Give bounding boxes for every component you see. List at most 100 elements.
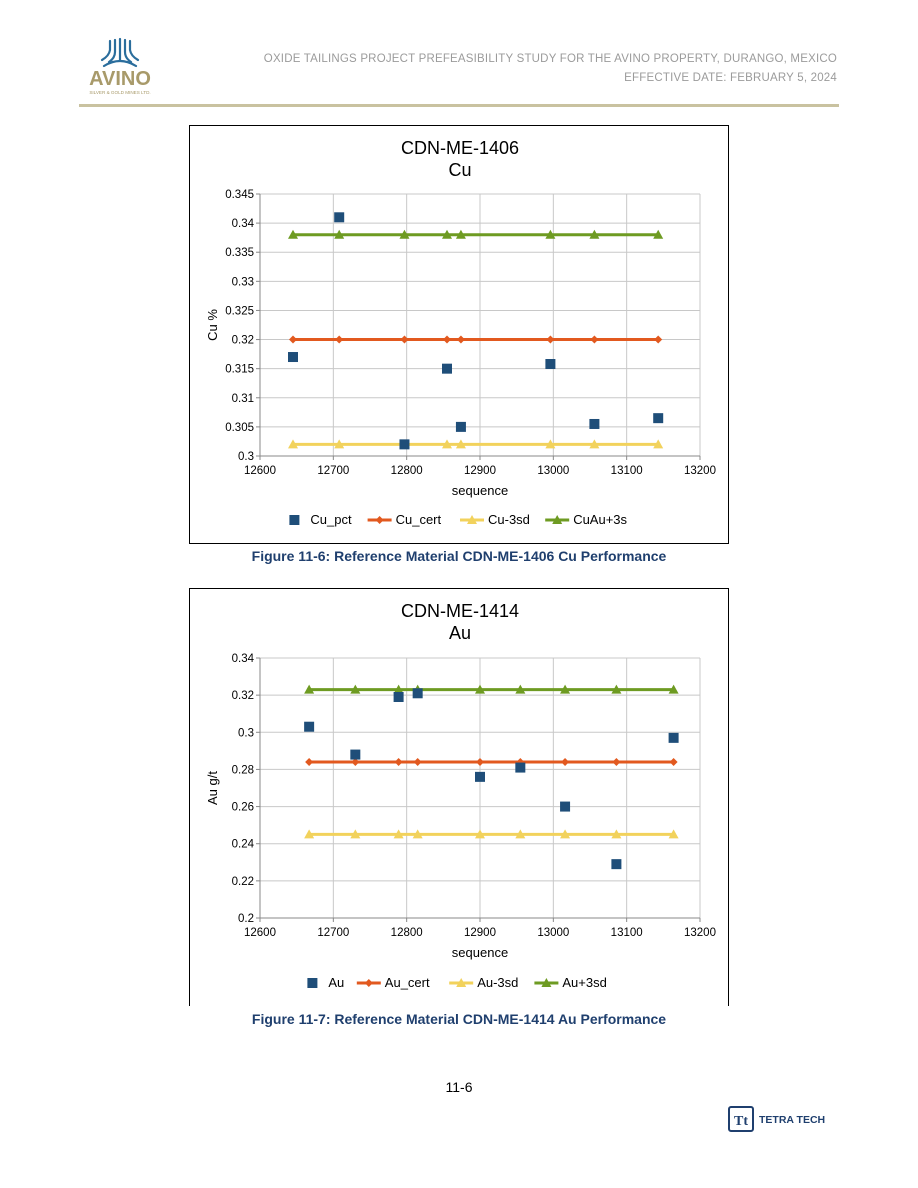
au-series-au-3sd-point	[668, 684, 679, 694]
legend-swatch-marker	[467, 515, 477, 524]
x-tick-label: 12700	[317, 465, 349, 477]
legend-item: Au+3sd	[534, 975, 607, 990]
avino-logo: AVINO SILVER & GOLD MINES LTD.	[89, 37, 151, 95]
y-tick-label: 0.32	[232, 335, 254, 347]
logo-text: AVINO	[89, 68, 151, 90]
header-title: OXIDE TAILINGS PROJECT PREFEASIBILITY ST…	[263, 53, 837, 65]
y-tick-label: 0.28	[232, 764, 254, 776]
chart-subtitle: Cu	[448, 160, 471, 180]
y-tick-label: 0.315	[225, 364, 254, 376]
au-series-au-3sd-point	[560, 829, 571, 839]
au-series-au-3sd-point	[393, 829, 404, 839]
au-series-au-cert-point	[305, 758, 314, 766]
figure-caption-cu: Figure 11-6: Reference Material CDN-ME-1…	[251, 548, 667, 564]
au-series-au-3sd-point	[304, 829, 315, 839]
cu-series-cu-cert-point	[546, 335, 555, 344]
au-series-au-point	[668, 732, 679, 743]
cu-series-cu-3sd-point	[653, 439, 664, 449]
chart-title: CDN-ME-1414	[401, 601, 519, 621]
legend-swatch-marker	[456, 978, 467, 987]
au-series-au-3sd-point	[393, 684, 404, 694]
x-axis-title: sequence	[452, 945, 508, 960]
x-tick-label: 13200	[684, 927, 716, 939]
tetra-tech-mark-icon	[728, 1106, 754, 1132]
cu-series-cuau-3s-point	[442, 229, 452, 239]
tetra-tech-mark-text: Tt	[734, 1114, 748, 1129]
cu-series-cu-cert-point	[400, 335, 409, 344]
au-series-au-3sd-point	[560, 684, 571, 694]
legend-item: Au-3sd	[449, 975, 518, 990]
cu-series-cuau-3s-point	[399, 229, 410, 239]
legend-swatch-marker	[552, 515, 563, 524]
y-tick-label: 0.31	[232, 393, 254, 405]
chart-cu-container: CDN-ME-1406 Cu 0.3 0.305 0.31 0.315 0.32 0.325 0…	[189, 125, 729, 544]
figure-caption-au: Figure 11-7: Reference Material CDN-ME-1…	[251, 1011, 667, 1027]
au-series-au-cert-point	[669, 758, 678, 766]
legend-label: CuAu+3s	[573, 512, 627, 527]
x-tick-label: 13000	[537, 927, 569, 939]
legend-label: Au-3sd	[477, 975, 518, 990]
au-series-au-point	[560, 801, 571, 812]
chart-title: CDN-ME-1406	[401, 138, 519, 158]
y-tick-label: 0.24	[232, 839, 255, 851]
y-tick-label: 0.32	[232, 690, 254, 702]
au-series-au-3sd-point	[515, 684, 526, 694]
header-divider	[79, 104, 839, 107]
au-series-au-3sd-point	[412, 829, 423, 839]
au-series-au-cert-point	[351, 758, 360, 766]
y-tick-label: 0.3	[238, 727, 254, 739]
y-tick-label: 0.305	[225, 422, 254, 434]
legend-item: Cu-3sd	[460, 512, 530, 527]
y-tick-label: 0.34	[232, 218, 255, 230]
legend-label: Au+3sd	[562, 975, 606, 990]
au-series-au-cert-point	[476, 758, 484, 766]
au-series-au-cert-point	[561, 758, 570, 766]
cu-series-cu-3sd-point	[545, 439, 556, 449]
cu-series-cuau-3s-point	[589, 229, 600, 239]
legend-swatch-marker	[375, 516, 384, 524]
legend-item: Au_cert	[356, 975, 430, 990]
x-tick-label: 13100	[611, 465, 643, 477]
cu-series-cu-cert-point	[289, 335, 297, 344]
au-series-au-point	[393, 692, 404, 702]
y-axis-title: Cu %	[205, 309, 220, 341]
au-series-au-point	[304, 721, 315, 732]
legend-swatch-marker	[289, 515, 300, 525]
y-tick-label: 0.345	[225, 189, 254, 201]
x-tick-label: 13000	[537, 465, 569, 477]
cu-series-cu-pct-point	[288, 352, 298, 363]
x-tick-label: 12900	[464, 927, 496, 939]
logo-subtext: SILVER & GOLD MINES LTD.	[89, 90, 150, 95]
cu-series-cu-cert-point	[590, 335, 599, 344]
au-series-au-cert-point	[394, 758, 403, 766]
x-tick-label: 12800	[391, 465, 423, 477]
y-tick-label: 0.325	[225, 305, 254, 317]
cu-series-cu-pct-point	[442, 363, 452, 374]
cu-series-cu-3sd-point	[334, 439, 345, 449]
chart-au: CDN-ME-1414Au0.20.220.240.260.280.30.320…	[205, 601, 716, 990]
cu-series-cu-cert-point	[654, 335, 663, 344]
cu-series-cu-cert-point	[443, 335, 451, 344]
cu-series-cu-pct-point	[545, 359, 556, 370]
au-series-au-3sd-point	[668, 829, 679, 839]
cu-series-cu-pct-point	[589, 418, 600, 429]
tetra-tech-text: TETRA TECH	[759, 1114, 825, 1126]
y-tick-label: 0.34	[232, 653, 255, 665]
cu-series-cu-3sd-point	[589, 439, 600, 449]
legend-label: Au	[328, 975, 344, 990]
cu-series-cu-3sd-point	[442, 439, 452, 449]
chart-au-container: CDN-ME-1414 Au 0.2 0.22 0.24 0.26 0.28 0.3 0.32 0…	[189, 588, 729, 1006]
cu-series-cu-3sd-point	[288, 439, 298, 449]
cu-series-cu-cert-point	[335, 335, 344, 344]
y-tick-label: 0.33	[232, 276, 254, 288]
cu-series-cu-cert-point	[456, 335, 465, 344]
au-series-au-3sd-point	[475, 829, 485, 839]
au-series-au-point	[475, 771, 485, 782]
header-date: EFFECTIVE DATE: FEBRUARY 5, 2024	[624, 72, 837, 84]
legend-item: CuAu+3s	[545, 512, 628, 527]
legend-item: Cu_pct	[289, 512, 352, 527]
cu-series-cuau-3s-point	[455, 229, 466, 239]
legend-label: Cu_cert	[396, 512, 442, 527]
x-tick-label: 12600	[244, 465, 276, 477]
